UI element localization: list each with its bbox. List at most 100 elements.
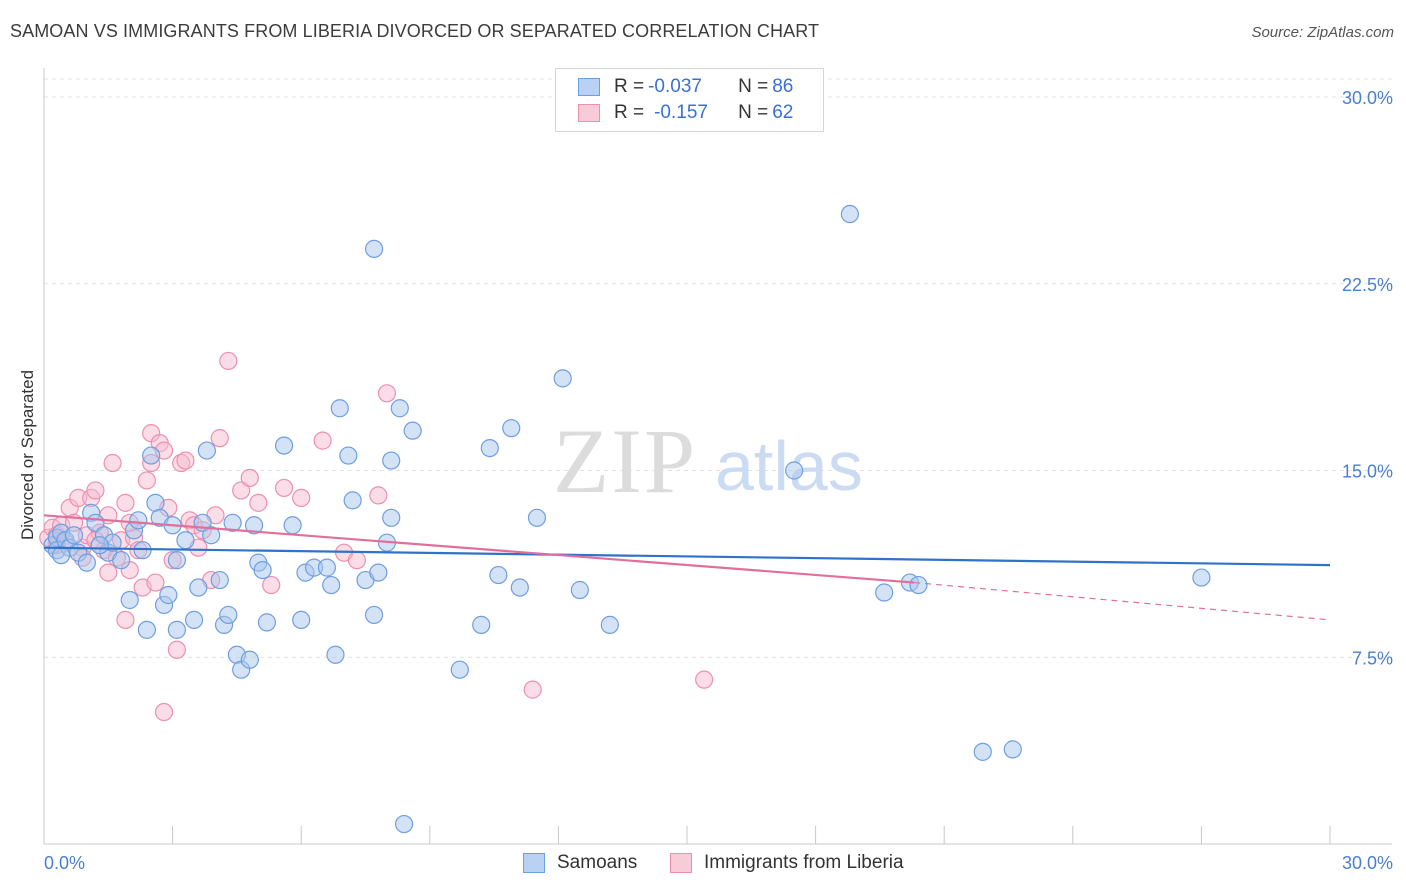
samoan-point-51 [330,399,349,418]
watermark: ZIP atlas [553,410,863,512]
samoan-point-43 [274,436,294,455]
liberia-point-26 [146,573,165,592]
liberia-point-23 [137,471,156,490]
samoan-point-42 [257,613,277,632]
liberia-point-18 [116,493,135,512]
liberia-point-60 [99,563,118,582]
y-tick-label-3: 30.0% [1342,88,1393,108]
liberia-point-52 [523,680,542,699]
stats-legend: R = -0.037 N = 86 R = -0.157 N = 62 [555,68,824,132]
samoan-point-38 [240,650,259,669]
x-tick-labels: 0.0% 30.0% [44,853,1393,873]
liberia-point-53 [695,670,714,689]
samoan-point-65 [472,615,491,634]
samoan-point-79 [973,742,992,761]
samoan-point-25 [167,551,186,570]
axes [43,68,1392,845]
samoan-point-45 [292,610,311,630]
samoan-point-50 [326,645,345,664]
liberia-point-45 [274,478,294,498]
samoan-point-78 [909,575,928,595]
trend-lines [43,514,1331,621]
liberia-point-41 [232,481,251,500]
samoan-point-55 [364,605,384,625]
liberia-point-31 [167,640,186,659]
samoan-point-83 [90,536,109,555]
samoan-point-56 [369,563,388,582]
legend-label-liberia: Immigrants from Liberia [704,852,904,873]
liberia-point-47 [313,431,332,450]
liberia-point-55 [116,610,135,630]
samoan-point-41 [253,560,272,580]
samoan-point-52 [339,446,358,465]
samoan-point-58 [382,508,401,527]
samoan-point-6 [64,526,84,545]
y-tick-label-2: 22.5% [1342,275,1393,295]
samoan-point-24 [167,620,186,639]
samoan-point-67 [489,565,508,585]
samoan-point-84 [129,511,148,530]
legend-label-samoans: Samoans [557,852,638,873]
legend-n-value: 62 [772,102,794,123]
samoan-point-34 [219,605,238,625]
x-tick-label-min: 0.0% [44,853,85,873]
samoan-point-64 [450,660,469,679]
legend-row-liberia: R = -0.157 N = 62 [578,101,793,125]
legend-r-value: -0.037 [648,76,702,97]
samoan-point-44 [283,516,302,535]
legend-swatch-blue [578,78,600,96]
liberia-point-15 [103,453,122,473]
samoan-point-17 [120,590,139,610]
liberia-point-40 [219,351,238,371]
chart-title: SAMOAN VS IMMIGRANTS FROM LIBERIA DIVORC… [10,21,820,41]
liberia-point-43 [249,493,268,512]
liberia-points [39,351,714,722]
legend-swatch-samoans [523,853,545,873]
samoan-point-63 [394,814,414,834]
samoan-point-28 [189,578,208,597]
liberia-trend-line [43,514,915,584]
legend-item-samoans: Samoans [523,852,637,874]
samoan-point-68 [502,419,521,438]
samoan-trend-line [43,546,1331,567]
samoan-point-66 [480,438,499,458]
legend-row-samoans: R = -0.037 N = 86 [578,75,793,99]
samoan-point-74 [785,461,804,480]
samoan-point-48 [317,558,337,577]
liberia-point-54 [154,702,174,722]
x-tick-label-max: 30.0% [1342,853,1393,873]
samoan-point-18 [137,620,156,639]
samoan-point-23 [159,585,178,605]
samoan-point-61 [390,399,409,418]
legend-n-value: 86 [772,76,794,97]
samoan-point-60 [382,451,401,470]
liberia-point-11 [86,481,105,500]
liberia-point-33 [176,451,195,470]
samoan-point-39 [244,516,264,535]
liberia-point-51 [369,486,388,505]
samoan-point-59 [364,239,384,258]
samoan-point-69 [510,578,529,597]
samoan-point-73 [600,615,619,634]
samoan-point-53 [343,491,362,510]
samoan-point-32 [210,570,229,590]
legend-n-label: N = [738,102,769,123]
liberia-point-44 [262,575,281,595]
samoan-point-82 [52,546,71,565]
liberia-point-50 [377,384,397,403]
samoan-point-81 [1192,568,1211,587]
liberia-point-39 [210,429,229,448]
samoan-point-75 [840,204,859,224]
samoan-point-72 [570,580,589,600]
samoan-point-80 [1003,740,1022,759]
liberia-trend-extension [914,581,1331,621]
legend-n-label: N = [738,76,769,97]
samoan-point-70 [527,508,547,527]
samoan-point-19 [146,493,165,512]
series-legend: Samoans Immigrants from Liberia [0,850,1406,878]
samoan-point-49 [322,575,341,595]
legend-r-value: -0.157 [654,102,708,123]
legend-swatch-pink [578,104,600,122]
samoan-point-35 [223,513,242,532]
